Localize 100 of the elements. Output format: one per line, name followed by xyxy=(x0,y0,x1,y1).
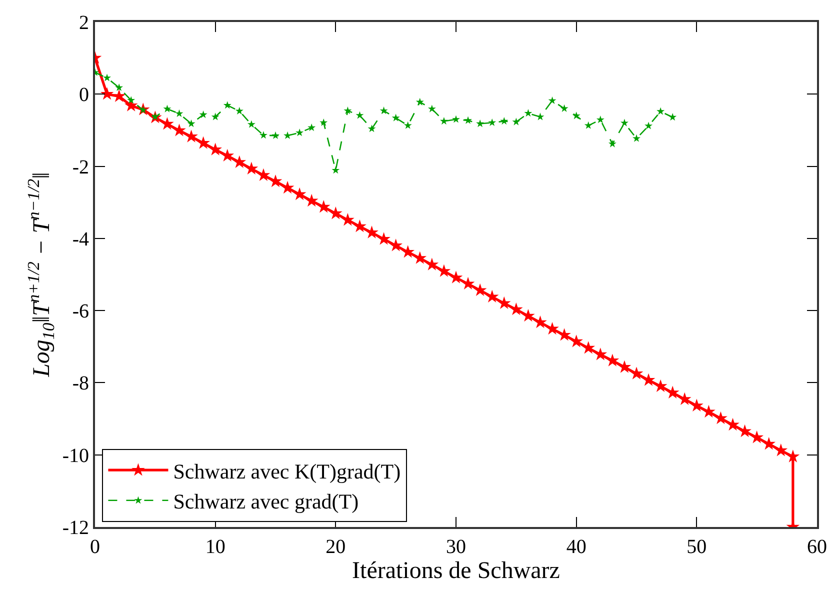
point xyxy=(668,113,677,121)
point xyxy=(341,213,354,226)
point xyxy=(606,354,620,366)
legend-label: Schwarz avec grad(T) xyxy=(173,490,359,514)
y-tick-label: -12 xyxy=(62,517,89,539)
point xyxy=(714,411,728,424)
point xyxy=(596,116,604,124)
point xyxy=(244,162,258,174)
point xyxy=(332,166,340,174)
point xyxy=(452,115,460,123)
point xyxy=(428,104,436,112)
point xyxy=(570,334,583,348)
point xyxy=(440,117,448,125)
x-axis-title: Itérations de Schwarz xyxy=(352,558,560,584)
point xyxy=(380,106,388,114)
point xyxy=(488,118,496,126)
point xyxy=(401,245,415,258)
point xyxy=(223,101,232,109)
point xyxy=(560,104,568,112)
point xyxy=(268,174,282,188)
point xyxy=(304,194,318,207)
point xyxy=(750,430,764,444)
point xyxy=(558,328,571,341)
point xyxy=(211,112,220,120)
y-tick-label: -2 xyxy=(72,156,89,178)
point xyxy=(356,111,364,119)
point xyxy=(642,373,656,386)
point xyxy=(690,398,704,412)
point xyxy=(666,386,680,398)
point xyxy=(329,206,342,220)
point xyxy=(425,258,439,270)
point xyxy=(654,379,668,392)
point xyxy=(497,296,511,310)
point xyxy=(259,131,268,139)
point xyxy=(618,360,632,373)
point xyxy=(103,74,112,82)
point xyxy=(365,226,378,238)
point xyxy=(172,124,186,136)
point xyxy=(296,128,304,136)
x-tick-label: 50 xyxy=(686,536,707,558)
legend-label: Schwarz avec K(T)grad(T) xyxy=(173,459,401,484)
point xyxy=(678,392,692,405)
point xyxy=(115,83,124,92)
point xyxy=(774,444,788,456)
point xyxy=(160,117,174,130)
point xyxy=(726,418,740,431)
point xyxy=(308,123,316,132)
point xyxy=(500,117,508,125)
point xyxy=(449,270,463,284)
point xyxy=(702,404,716,418)
point xyxy=(247,120,256,128)
point xyxy=(353,220,366,232)
point xyxy=(524,109,532,117)
point xyxy=(510,302,523,316)
point xyxy=(344,106,352,114)
point xyxy=(512,118,520,126)
point xyxy=(235,106,244,114)
y-tick-label: 0 xyxy=(79,84,89,106)
point xyxy=(416,98,424,106)
point xyxy=(461,276,475,290)
point xyxy=(272,131,280,140)
point xyxy=(292,187,306,200)
y-tick-label: -4 xyxy=(72,228,89,250)
point xyxy=(163,104,172,112)
point xyxy=(112,89,126,102)
point xyxy=(199,110,208,118)
x-tick-label: 20 xyxy=(326,536,346,558)
point xyxy=(594,348,608,360)
point xyxy=(473,283,487,296)
y-tick-label: -8 xyxy=(72,372,89,395)
point xyxy=(232,155,246,168)
point xyxy=(404,121,412,129)
point xyxy=(437,264,451,277)
point xyxy=(368,124,376,132)
point xyxy=(656,107,665,115)
point xyxy=(738,424,752,438)
point xyxy=(320,118,328,126)
point xyxy=(127,96,136,104)
point xyxy=(175,109,184,118)
point xyxy=(377,232,390,245)
point xyxy=(100,87,114,100)
point xyxy=(280,180,294,194)
point xyxy=(762,437,776,450)
point xyxy=(316,200,330,213)
point xyxy=(582,341,596,354)
point xyxy=(644,122,653,130)
point xyxy=(196,136,210,149)
point xyxy=(572,112,580,120)
point xyxy=(522,308,535,322)
point xyxy=(256,168,270,181)
point xyxy=(392,114,400,122)
point xyxy=(208,142,222,156)
point xyxy=(608,140,616,148)
point xyxy=(476,120,484,128)
x-tick-label: 30 xyxy=(446,536,466,558)
y-tick-label: -10 xyxy=(62,444,89,467)
point xyxy=(630,366,644,380)
point xyxy=(584,121,592,129)
point xyxy=(534,315,547,328)
point xyxy=(284,131,292,140)
